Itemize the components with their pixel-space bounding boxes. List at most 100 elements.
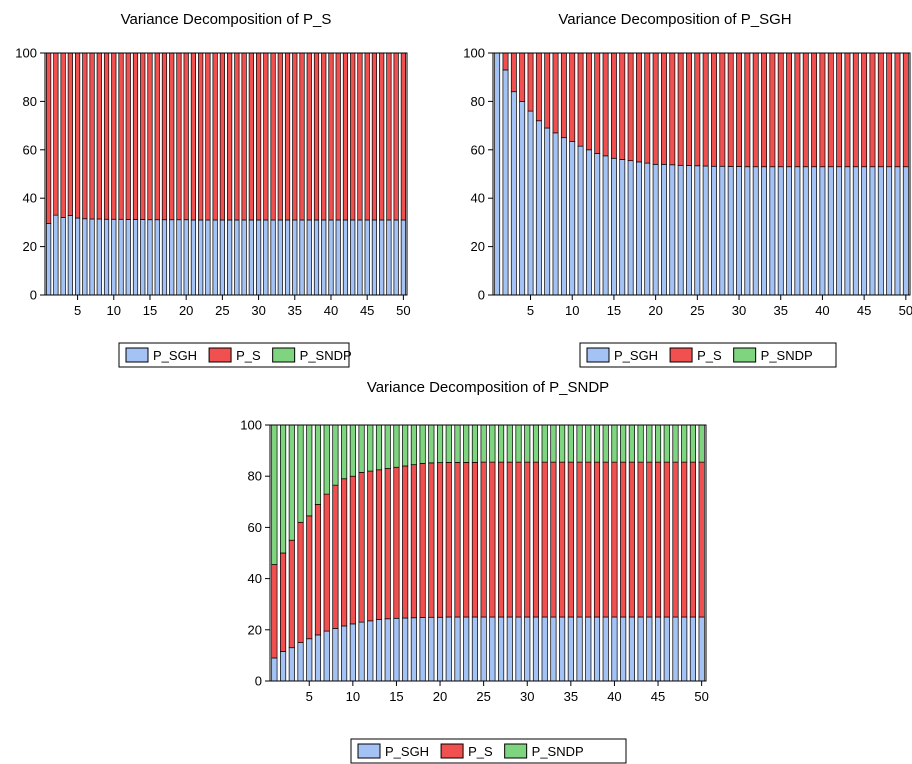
bar-p-sndp [620, 424, 627, 463]
x-tick-label: 20 [433, 689, 447, 704]
bar-p-sgh [637, 616, 644, 682]
bar-p-s [190, 52, 197, 221]
bar-p-sgh [719, 165, 726, 296]
bar-p-sgh [284, 219, 291, 296]
chart-p-s: Variance Decomposition of P_S 0 20 40 60 80 1… [15, 11, 411, 368]
bar-p-s [652, 52, 659, 165]
legend-box [118, 342, 350, 368]
legend-swatch-p-sgh [125, 347, 149, 363]
bar-p-sgh [727, 166, 734, 296]
bar-p-sgh [198, 219, 204, 296]
bar-p-sgh [559, 616, 566, 682]
legend-swatch-p-sndp [733, 347, 757, 363]
bar-p-sgh [844, 166, 851, 296]
bar-p-s [489, 461, 496, 618]
bar-p-sgh [400, 219, 406, 296]
x-tick-label: 30 [520, 689, 534, 704]
legend-label: P_SNDP [532, 744, 584, 759]
bar-p-s [502, 52, 509, 71]
bar-p-s [661, 52, 667, 165]
bar-p-s [161, 52, 168, 221]
bar-p-sgh [663, 616, 670, 682]
x-tick-label: 30 [732, 303, 746, 318]
bar-p-sndp [489, 424, 496, 463]
bar-p-s [111, 52, 117, 220]
bar-p-sgh [877, 166, 884, 296]
bar-p-sgh [677, 164, 684, 296]
bar-p-s [271, 564, 278, 659]
legend-label: P_S [697, 348, 722, 363]
bar-p-s [306, 515, 313, 640]
bar-p-sndp [637, 424, 644, 463]
bar-p-s [541, 461, 548, 618]
bar-p-s [393, 466, 400, 619]
bar-p-s [811, 52, 818, 168]
bar-p-sndp [541, 424, 548, 463]
bar-p-s [371, 52, 378, 221]
bar-p-sgh [227, 219, 233, 296]
bar-p-s [552, 52, 559, 134]
bar-p-s [386, 52, 392, 221]
bar-p-sndp [349, 424, 356, 477]
bar-p-sgh [367, 620, 374, 682]
bar-p-s [367, 470, 374, 622]
bar-p-s [744, 52, 751, 168]
bar-p-s [341, 478, 348, 627]
bar-p-s [786, 52, 792, 168]
y-tick-label: 40 [23, 191, 37, 206]
bar-p-sgh [454, 616, 461, 682]
x-tick-label: 25 [690, 303, 704, 318]
bar-p-s [698, 461, 705, 618]
bar-p-s [736, 52, 742, 167]
bar-p-sgh [819, 166, 826, 296]
bar-p-s [524, 461, 531, 618]
bar-p-sgh [103, 218, 110, 296]
bar-p-s [577, 52, 584, 147]
y-tick-label: 80 [471, 94, 485, 109]
bar-p-s [719, 52, 726, 167]
bar-p-s [335, 52, 341, 221]
bar-p-s [241, 52, 247, 221]
bar-p-s [620, 461, 627, 618]
bar-p-sgh [567, 616, 574, 682]
bar-p-s [463, 462, 470, 618]
bar-p-sgh [794, 166, 801, 296]
bar-p-s [894, 52, 901, 168]
x-tick-label: 50 [899, 303, 912, 318]
bar-p-sgh [471, 616, 478, 682]
bar-p-sndp [323, 424, 330, 495]
legend-label: P_S [468, 744, 493, 759]
bar-p-sgh [669, 164, 676, 296]
legend-label: P_S [236, 348, 261, 363]
bar-p-sgh [777, 166, 784, 296]
bar-p-sndp [297, 424, 304, 523]
bar-p-s [375, 469, 383, 620]
bar-p-sgh [219, 219, 225, 296]
bar-p-sgh [489, 616, 496, 682]
x-tick-label: 5 [527, 303, 534, 318]
bar-p-sgh [627, 160, 634, 296]
y-tick-label: 20 [23, 239, 37, 254]
bar-p-s [471, 462, 478, 618]
bar-p-s [689, 461, 696, 618]
bar-p-s [263, 52, 269, 221]
bar-p-sndp [375, 424, 383, 471]
bar-p-sgh [358, 621, 365, 682]
bar-p-s [594, 52, 601, 154]
y-tick-label: 60 [23, 142, 37, 157]
x-tick-label: 10 [565, 303, 579, 318]
y-tick-label: 60 [248, 520, 262, 535]
bar-p-sgh [393, 219, 399, 296]
legend-swatch-p-sgh [357, 743, 381, 759]
bar-p-s [67, 52, 73, 216]
bar-p-sgh [393, 617, 400, 682]
bar-p-sgh [132, 219, 139, 296]
bar-p-s [321, 52, 327, 221]
bar-p-sgh [619, 159, 626, 296]
bar-p-s [227, 52, 233, 221]
bar-p-sgh [241, 219, 247, 296]
bar-p-s [861, 52, 868, 168]
bar-p-sgh [672, 616, 679, 682]
bar-p-sgh [550, 616, 557, 682]
y-tick-label: 60 [471, 142, 485, 157]
